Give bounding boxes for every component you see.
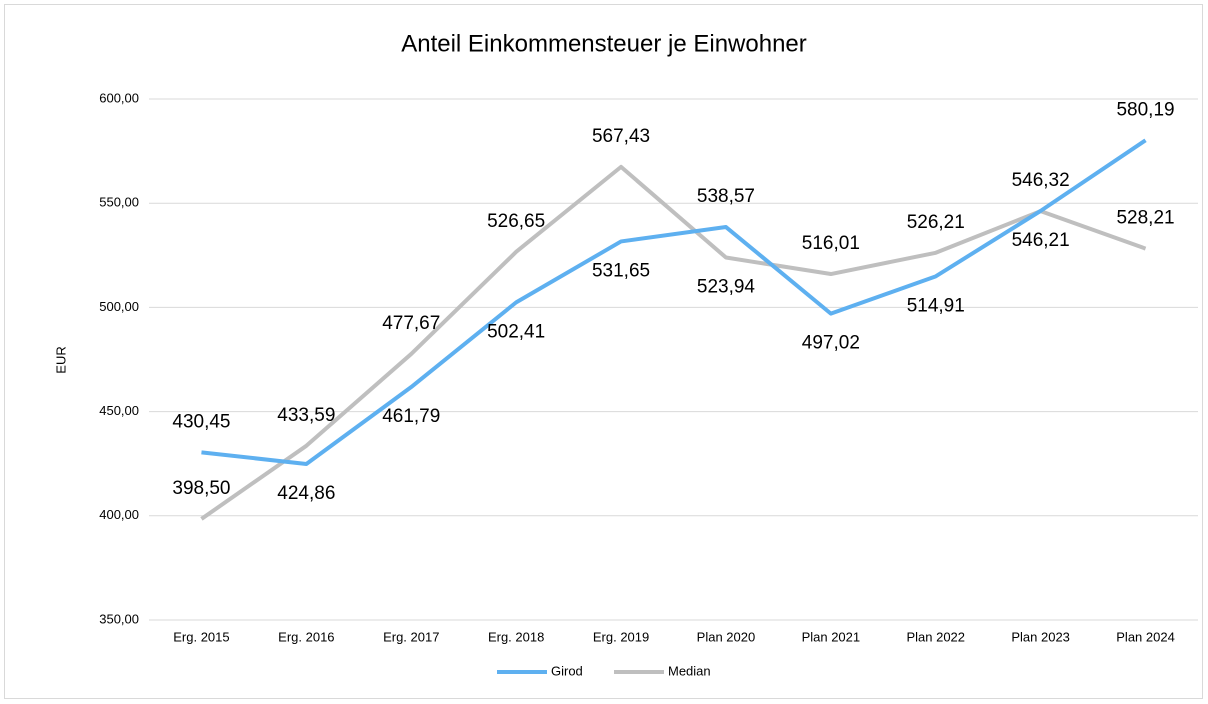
x-tick-label: Plan 2022 — [906, 629, 965, 644]
data-label: 497,02 — [802, 333, 860, 354]
x-tick-label: Erg. 2019 — [593, 629, 649, 644]
data-label: 567,43 — [592, 126, 650, 147]
data-label: 430,45 — [172, 411, 230, 432]
x-tick-label: Plan 2021 — [802, 629, 861, 644]
data-label: 477,67 — [382, 313, 440, 334]
data-label: 580,19 — [1116, 99, 1174, 120]
data-label: 526,21 — [907, 212, 965, 233]
y-axis-label: EUR — [53, 346, 68, 373]
line — [201, 138, 1147, 466]
x-tick-label: Erg. 2016 — [278, 629, 334, 644]
data-label: 538,57 — [697, 186, 755, 207]
data-label: 546,32 — [1012, 170, 1070, 191]
data-label: 546,21 — [1012, 230, 1070, 251]
data-label: 523,94 — [697, 277, 756, 298]
data-label: 424,86 — [277, 483, 335, 504]
x-tick-label: Erg. 2015 — [173, 629, 229, 644]
x-tick-label: Erg. 2018 — [488, 629, 544, 644]
x-tick-label: Plan 2020 — [697, 629, 756, 644]
data-label: 502,41 — [487, 321, 545, 342]
data-label: 516,01 — [802, 233, 860, 254]
y-tick-label: 500,00 — [99, 299, 139, 314]
y-tick-label: 450,00 — [99, 403, 139, 418]
x-tick-label: Plan 2024 — [1116, 629, 1175, 644]
data-label: 528,21 — [1116, 208, 1174, 229]
data-label: 461,79 — [382, 406, 440, 427]
data-label: 433,59 — [277, 405, 335, 426]
data-label: 398,50 — [172, 478, 230, 499]
y-tick-label: 400,00 — [99, 507, 139, 522]
legend-label: Girod — [551, 663, 583, 678]
chart-title: Anteil Einkommensteuer je Einwohner — [401, 30, 807, 57]
data-label: 514,91 — [907, 295, 965, 316]
legend-label: Median — [668, 663, 711, 678]
y-tick-label: 350,00 — [99, 611, 139, 626]
line — [200, 164, 1147, 521]
data-label: 531,65 — [592, 260, 650, 281]
data-label: 526,65 — [487, 211, 545, 232]
x-tick-label: Erg. 2017 — [383, 629, 439, 644]
y-tick-label: 600,00 — [99, 90, 139, 105]
y-tick-label: 550,00 — [99, 195, 139, 210]
x-tick-label: Plan 2023 — [1011, 629, 1070, 644]
chart-border — [4, 4, 1203, 699]
